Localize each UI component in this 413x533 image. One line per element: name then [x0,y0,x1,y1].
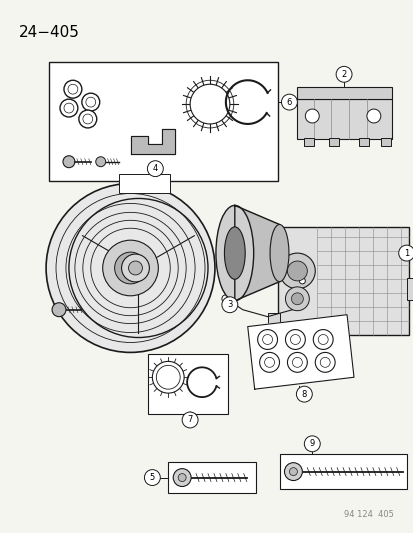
Circle shape [318,335,328,344]
Circle shape [264,358,274,367]
Text: 5: 5 [150,473,154,482]
Bar [279,454,406,489]
Text: 94 124  405: 94 124 405 [343,510,393,519]
Circle shape [291,293,303,305]
Circle shape [304,436,320,452]
Circle shape [290,335,300,344]
Circle shape [305,109,318,123]
Circle shape [257,329,277,350]
Polygon shape [247,314,353,389]
Circle shape [52,303,66,317]
Text: 2: 2 [341,70,346,79]
Text: 3: 3 [227,300,232,309]
Circle shape [144,470,160,486]
Text: 1: 1 [403,248,408,257]
Bar [277,227,408,335]
Circle shape [190,84,229,124]
Circle shape [46,183,214,352]
Circle shape [287,352,306,372]
Bar [358,138,368,146]
Circle shape [95,157,105,167]
Circle shape [85,97,95,107]
Circle shape [296,386,311,402]
Circle shape [287,261,306,281]
Circle shape [313,329,332,350]
Text: 9: 9 [309,439,314,448]
Polygon shape [130,129,175,154]
Circle shape [289,467,297,475]
Bar [168,462,255,494]
Circle shape [178,474,186,481]
Text: 8: 8 [301,390,306,399]
Circle shape [64,80,82,98]
Circle shape [335,66,351,82]
Circle shape [147,161,163,176]
Circle shape [299,278,305,284]
Bar [297,99,391,139]
Bar [49,62,277,181]
Circle shape [292,358,301,367]
Circle shape [182,412,197,428]
Ellipse shape [224,227,244,279]
Circle shape [366,109,380,123]
Circle shape [285,329,305,350]
Circle shape [173,469,191,487]
Bar [267,231,279,249]
Circle shape [284,463,301,481]
Circle shape [114,252,146,284]
Circle shape [68,84,78,94]
Bar [118,174,170,193]
Circle shape [60,99,78,117]
Bar [328,138,338,146]
Circle shape [102,240,158,296]
Circle shape [121,254,149,282]
Circle shape [83,114,93,124]
Bar [304,138,313,146]
Circle shape [63,156,75,168]
Circle shape [262,335,272,344]
Bar [297,87,391,99]
Circle shape [320,358,330,367]
Text: 6: 6 [286,98,292,107]
Circle shape [315,352,335,372]
Circle shape [78,110,97,128]
Text: 24−405: 24−405 [19,25,80,39]
Bar [148,354,227,414]
Bar [267,313,279,330]
Polygon shape [234,205,279,301]
Bar [380,138,390,146]
Circle shape [398,245,413,261]
Circle shape [221,297,237,313]
Circle shape [82,93,100,111]
Circle shape [259,352,279,372]
Circle shape [128,261,142,275]
Text: 7: 7 [187,415,192,424]
Circle shape [221,295,229,303]
Bar [406,278,413,300]
Circle shape [156,365,180,389]
Circle shape [281,94,297,110]
Circle shape [152,361,184,393]
Circle shape [64,103,74,113]
Circle shape [279,253,315,289]
Ellipse shape [269,224,288,282]
Text: 4: 4 [152,164,158,173]
Ellipse shape [216,205,253,301]
Circle shape [285,287,309,311]
